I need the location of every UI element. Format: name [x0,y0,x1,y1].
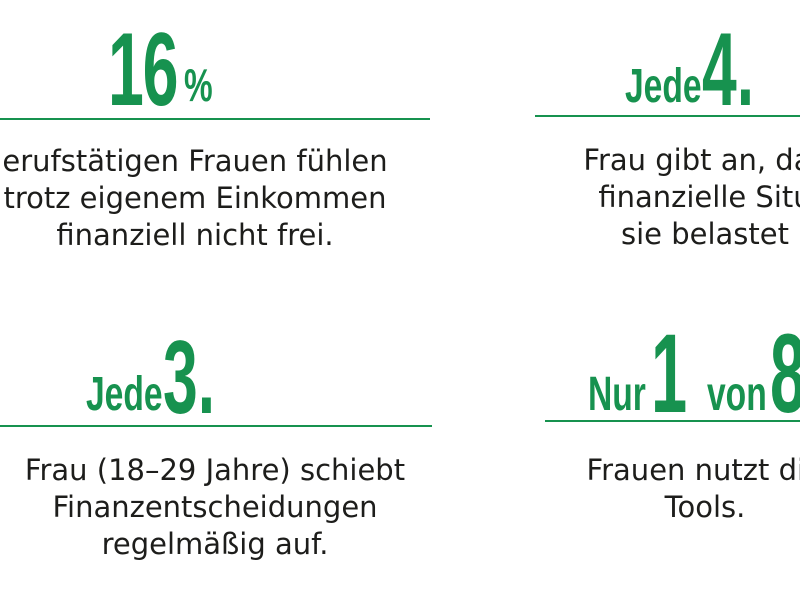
divider-rule [0,118,430,120]
stat-number: 1 [650,311,687,436]
description-line: Frau (18–29 Jahre) schiebt [24,453,406,487]
stat-connector: von [706,368,767,421]
description-line: finanziell nicht frei. [56,218,334,252]
stat-headline: Jede 4. [625,18,789,122]
stat-headline: Nur 1 von 8 [588,318,800,430]
stat-headline: Jede 3. [86,326,250,430]
stat-description: Frauen nutzt dig Tools. [525,452,800,526]
divider-rule [535,115,800,117]
stat-description: erufstätigen Frauen fühlen trotz eigenem… [0,143,430,254]
stat-number: 3. [163,320,216,436]
description-line: sie belastet [621,217,789,251]
stat-prefix: Nur [588,368,646,421]
description-line: erufstätigen Frauen fühlen [2,144,388,178]
description-line: trotz eigenem Einkommen [3,181,387,215]
description-line: Tools. [664,490,746,524]
stat-prefix: Jede [625,60,702,113]
stat-description: Frau (18–29 Jahre) schiebt Finanzentsche… [0,452,455,563]
stat-prefix: Jede [86,368,163,421]
stat-number: 4. [702,12,755,128]
stat-description: Frau gibt an, das finanzielle Situ sie b… [525,142,800,253]
stat-headline: 16 % [108,18,225,122]
description-line: Frauen nutzt dig [586,453,800,487]
description-line: regelmäßig auf. [101,527,329,561]
divider-rule [0,425,432,427]
description-line: Finanzentscheidungen [52,490,378,524]
stat-number-second: 8 [770,318,800,430]
stat-number: 16 [108,12,178,128]
description-line: Frau gibt an, das [583,143,800,177]
divider-rule [545,420,800,422]
description-line: finanzielle Situ [598,180,800,214]
percent-sign: % [183,59,213,111]
